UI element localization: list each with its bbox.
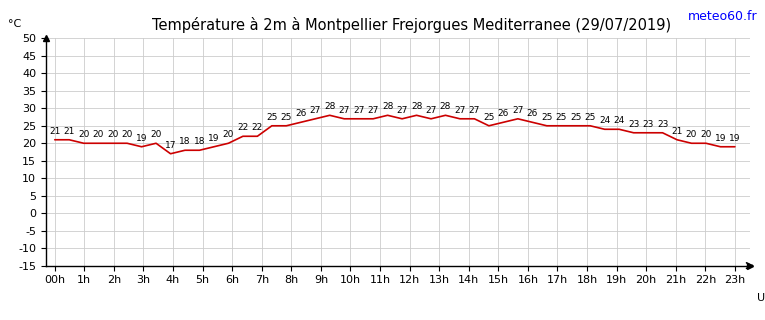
- Text: 27: 27: [353, 106, 364, 115]
- Text: 20: 20: [151, 130, 161, 139]
- Text: 24: 24: [599, 116, 610, 125]
- Text: 22: 22: [252, 123, 263, 132]
- Text: 27: 27: [469, 106, 480, 115]
- Text: 20: 20: [122, 130, 133, 139]
- Text: 27: 27: [512, 106, 523, 115]
- Text: 27: 27: [338, 106, 350, 115]
- Text: 20: 20: [700, 130, 711, 139]
- Text: 25: 25: [541, 113, 552, 122]
- Text: 19: 19: [208, 133, 220, 143]
- Text: 20: 20: [685, 130, 697, 139]
- Text: 24: 24: [614, 116, 625, 125]
- Text: 25: 25: [584, 113, 596, 122]
- Text: 28: 28: [382, 102, 393, 111]
- Text: 19: 19: [729, 133, 741, 143]
- Text: 23: 23: [628, 120, 640, 129]
- Text: 25: 25: [266, 113, 278, 122]
- Text: 27: 27: [367, 106, 379, 115]
- Text: 20: 20: [107, 130, 119, 139]
- Text: 25: 25: [570, 113, 581, 122]
- Text: meteo60.fr: meteo60.fr: [688, 10, 757, 23]
- Text: 25: 25: [555, 113, 567, 122]
- Text: 27: 27: [310, 106, 321, 115]
- Text: 20: 20: [223, 130, 234, 139]
- Text: 23: 23: [643, 120, 654, 129]
- Text: 18: 18: [179, 137, 190, 146]
- Text: 27: 27: [425, 106, 437, 115]
- Text: °C: °C: [8, 19, 21, 29]
- Text: 26: 26: [295, 109, 307, 118]
- Text: 19: 19: [715, 133, 726, 143]
- Text: 27: 27: [454, 106, 466, 115]
- Text: 18: 18: [194, 137, 205, 146]
- Text: 21: 21: [63, 127, 75, 136]
- Text: 21: 21: [49, 127, 60, 136]
- Text: 25: 25: [281, 113, 292, 122]
- Text: 19: 19: [136, 133, 148, 143]
- Text: 22: 22: [237, 123, 249, 132]
- Text: 25: 25: [483, 113, 495, 122]
- Text: 28: 28: [440, 102, 451, 111]
- Text: 28: 28: [324, 102, 335, 111]
- Text: 21: 21: [672, 127, 682, 136]
- Text: 23: 23: [657, 120, 669, 129]
- Text: 26: 26: [526, 109, 538, 118]
- Title: Température à 2m à Montpellier Frejorgues Mediterranee (29/07/2019): Température à 2m à Montpellier Frejorgue…: [152, 17, 672, 33]
- Text: 20: 20: [93, 130, 104, 139]
- Text: 20: 20: [78, 130, 90, 139]
- Text: UTC: UTC: [757, 293, 765, 303]
- Text: 17: 17: [164, 140, 176, 149]
- Text: 27: 27: [396, 106, 408, 115]
- Text: 26: 26: [498, 109, 509, 118]
- Text: 28: 28: [411, 102, 422, 111]
